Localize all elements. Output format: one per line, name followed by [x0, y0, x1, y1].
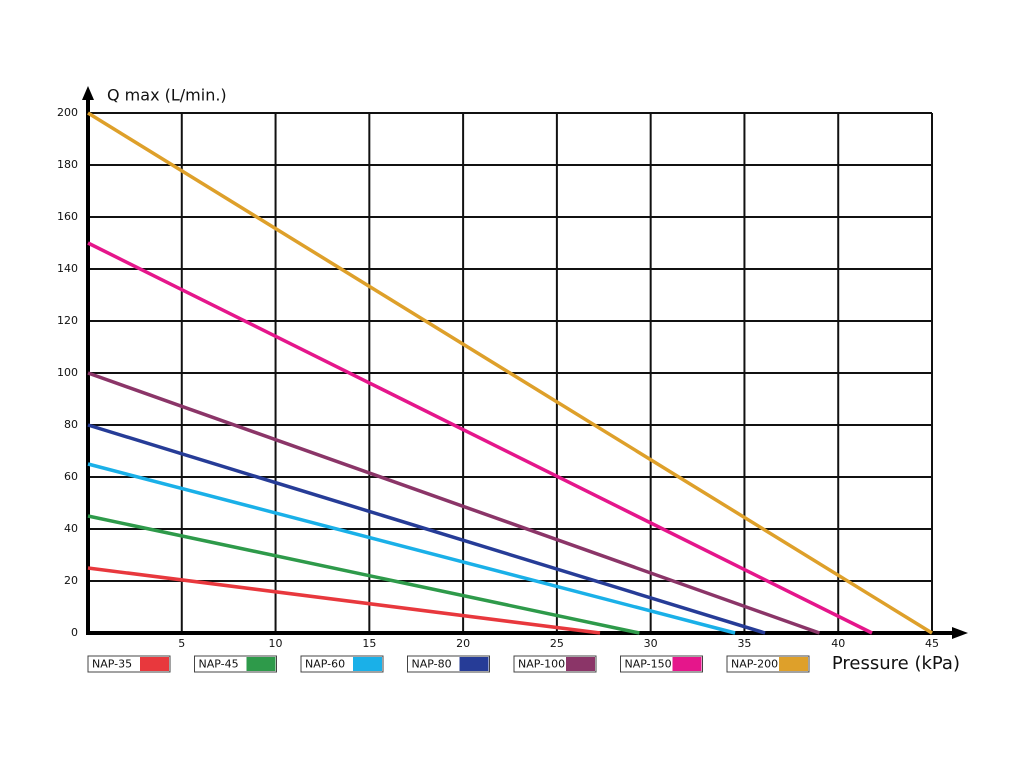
legend-swatch: [566, 657, 595, 671]
y-tick-label: 120: [57, 314, 78, 327]
series-line: [87, 241, 873, 635]
y-tick-label: 140: [57, 262, 78, 275]
legend-label: NAP-100: [518, 658, 565, 671]
y-tick-label: 80: [64, 418, 78, 431]
x-tick-label: 40: [831, 637, 845, 650]
x-tick-label: 10: [269, 637, 283, 650]
series-line: [87, 462, 736, 635]
series-line: [87, 423, 766, 635]
y-tick-label: 200: [57, 106, 78, 119]
series-line: [87, 371, 821, 635]
x-tick-label: 45: [925, 637, 939, 650]
y-tick-label: 20: [64, 574, 78, 587]
y-tick-label: 160: [57, 210, 78, 223]
y-tick-label: 60: [64, 470, 78, 483]
legend-label: NAP-60: [305, 658, 345, 671]
x-axis-label: Pressure (kPa): [832, 653, 960, 674]
legend-swatch: [672, 657, 702, 671]
y-tick-label: 0: [71, 626, 78, 639]
x-tick-label: 5: [178, 637, 185, 650]
legend-label: NAP-150: [625, 658, 672, 671]
y-tick-label: 40: [64, 522, 78, 535]
legend-label: NAP-80: [412, 658, 452, 671]
legend-label: NAP-200: [731, 658, 778, 671]
series-line: [87, 514, 640, 635]
x-tick-label: 20: [456, 637, 470, 650]
series-line: [87, 111, 933, 635]
x-tick-label: 30: [644, 637, 658, 650]
y-tick-label: 180: [57, 158, 78, 171]
legend-swatch: [246, 657, 276, 671]
series-line: [87, 566, 601, 635]
legend-swatch: [140, 657, 169, 671]
legend-swatch: [779, 657, 808, 671]
y-axis-arrow: [82, 86, 94, 100]
x-tick-label: 35: [737, 637, 751, 650]
x-tick-label: 15: [362, 637, 376, 650]
legend-swatch: [353, 657, 382, 671]
legend-label: NAP-35: [92, 658, 132, 671]
y-tick-label: 100: [57, 366, 78, 379]
legend-label: NAP-45: [199, 658, 239, 671]
x-axis-arrow: [952, 627, 968, 639]
legend-swatch: [459, 657, 489, 671]
y-axis-label: Q max (L/min.): [107, 86, 227, 105]
x-tick-label: 25: [550, 637, 564, 650]
